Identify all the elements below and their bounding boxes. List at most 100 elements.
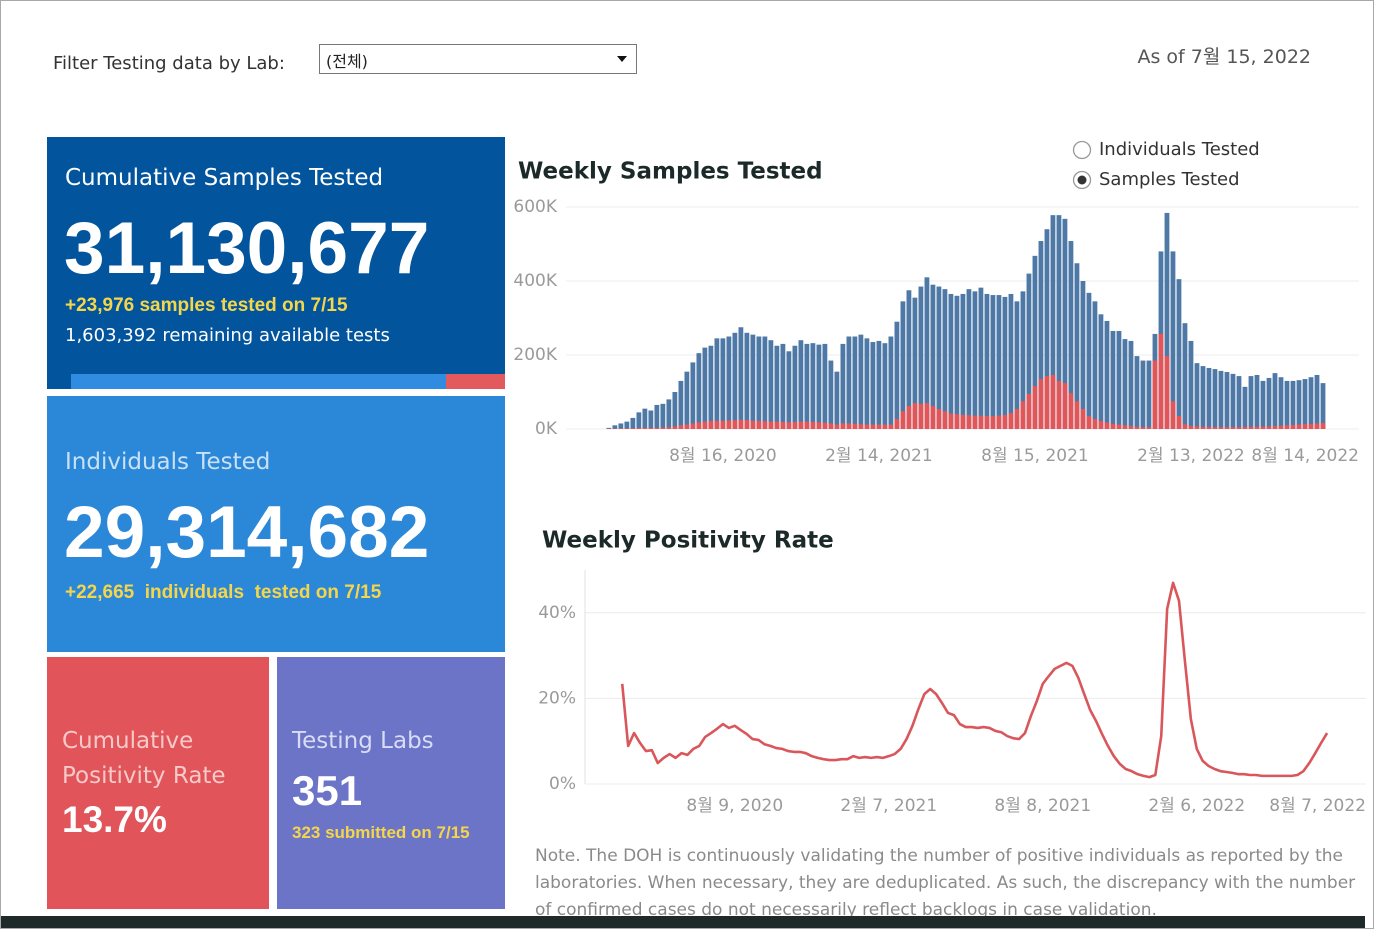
- bar: [876, 340, 882, 429]
- as-of-date: As of 7월 15, 2022: [1137, 46, 1311, 68]
- bar: [972, 415, 978, 429]
- bar: [690, 362, 696, 429]
- bar: [1182, 323, 1188, 429]
- bar: [1038, 379, 1044, 429]
- bar: [1014, 301, 1020, 429]
- bar: [900, 411, 906, 429]
- bar: [762, 421, 768, 429]
- bar: [918, 286, 924, 429]
- radio-button: [1072, 140, 1092, 160]
- bar: [1206, 426, 1212, 429]
- bar: [1296, 380, 1302, 429]
- bar: [1314, 423, 1320, 429]
- bar: [1224, 372, 1230, 429]
- y-tick-label: 600K: [513, 197, 557, 217]
- x-tick-label: 8월 14, 2022: [1251, 446, 1359, 466]
- bar: [1308, 423, 1314, 429]
- bar: [756, 336, 762, 429]
- bar: [1110, 423, 1116, 429]
- progress-remaining: [446, 374, 505, 389]
- bar: [1044, 229, 1050, 429]
- bar: [900, 301, 906, 429]
- bar: [1014, 409, 1020, 429]
- bar: [1122, 339, 1128, 429]
- bar: [654, 427, 660, 429]
- bar: [804, 343, 810, 429]
- bar: [852, 423, 858, 429]
- bar: [1092, 301, 1098, 429]
- bar: [708, 420, 714, 429]
- card-title: Individuals Tested: [65, 449, 271, 475]
- bar: [816, 344, 822, 429]
- bar: [1098, 420, 1104, 429]
- bar: [1164, 212, 1170, 429]
- bar: [882, 424, 888, 429]
- filter-label: Filter Testing data by Lab:: [53, 53, 285, 74]
- footer-bar: [1, 916, 1365, 928]
- bar: [780, 421, 786, 429]
- bar: [684, 424, 690, 429]
- bar: [1320, 423, 1326, 429]
- bar: [672, 392, 678, 429]
- bar: [1002, 414, 1008, 429]
- bar: [930, 284, 936, 429]
- bar: [738, 327, 744, 429]
- bar: [1008, 413, 1014, 429]
- progress-used: [71, 374, 446, 389]
- bar: [1038, 241, 1044, 429]
- card-title: Positivity Rate: [62, 763, 226, 789]
- bar: [618, 423, 624, 429]
- bar: [732, 332, 738, 429]
- bar: [762, 336, 768, 429]
- bar: [708, 345, 714, 429]
- bar: [1314, 374, 1320, 429]
- bar: [1146, 427, 1152, 429]
- bar: [840, 343, 846, 429]
- bar: [846, 423, 852, 429]
- bar: [720, 420, 726, 429]
- bar: [648, 410, 654, 429]
- bar: [1056, 215, 1062, 429]
- bar: [954, 414, 960, 429]
- card-value: 29,314,682: [64, 492, 430, 573]
- bar: [666, 427, 672, 429]
- bar: [1056, 380, 1062, 429]
- bar: [774, 345, 780, 429]
- lab-filter-select[interactable]: (전체): [319, 44, 637, 74]
- bar: [1116, 330, 1122, 429]
- bar: [1266, 426, 1272, 429]
- bar: [744, 332, 750, 429]
- bar: [906, 406, 912, 429]
- bar: [948, 413, 954, 429]
- bar: [1176, 416, 1182, 429]
- bar: [1218, 427, 1224, 429]
- bar: [1230, 427, 1236, 429]
- positivity-card: Cumulative Positivity Rate 13.7%: [47, 657, 269, 909]
- bar: [924, 277, 930, 429]
- bar: [858, 424, 864, 429]
- bar: [1296, 424, 1302, 429]
- samples-card: Cumulative Samples Tested 31,130,677 +23…: [47, 137, 505, 389]
- bar: [1236, 376, 1242, 429]
- bar: [1230, 373, 1236, 429]
- bar: [792, 345, 798, 429]
- bar: [1200, 366, 1206, 429]
- radio-label: Individuals Tested: [1099, 139, 1260, 160]
- bar: [1164, 356, 1170, 429]
- bar: [912, 403, 918, 429]
- bar: [732, 420, 738, 429]
- bar: [780, 343, 786, 429]
- bar: [696, 353, 702, 429]
- bar: [834, 424, 840, 429]
- bar: [888, 424, 894, 429]
- bar: [612, 425, 618, 429]
- radio-dot: [1077, 175, 1087, 185]
- bar: [1278, 425, 1284, 429]
- bar: [1062, 218, 1068, 429]
- bar: [936, 409, 942, 429]
- line: [620, 581, 1329, 779]
- bar: [1134, 356, 1140, 429]
- bar: [738, 419, 744, 429]
- bar: [1104, 320, 1110, 429]
